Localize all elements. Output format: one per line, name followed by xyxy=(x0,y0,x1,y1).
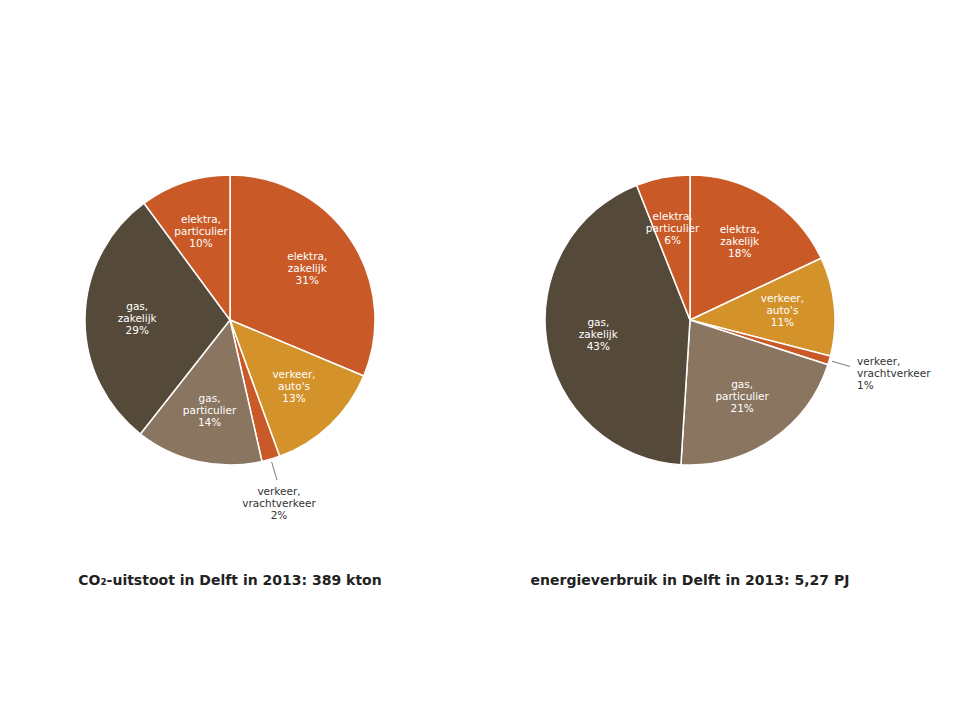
label-line: 18% xyxy=(728,247,751,259)
data-label: 6% xyxy=(664,234,681,246)
data-label: 31% xyxy=(296,274,319,286)
pie-slice xyxy=(144,175,230,320)
slice-category: elektra,particulier xyxy=(646,210,700,234)
slices xyxy=(545,175,835,465)
slice-category: verkeer,vrachtverkeer xyxy=(242,485,316,509)
label-line: vrachtverkeer xyxy=(857,367,931,379)
data-label: 21% xyxy=(730,402,753,414)
data-label: 18% xyxy=(728,247,751,259)
label-line: particulier xyxy=(715,390,769,402)
label-line: zakelijk xyxy=(288,262,328,274)
label-line: particulier xyxy=(183,404,237,416)
label-line: particulier xyxy=(646,222,700,234)
data-label: 29% xyxy=(126,324,149,336)
label-line: gas, xyxy=(587,316,609,328)
slice-category: gas,particulier xyxy=(715,378,769,402)
slice-category: elektra,zakelijk xyxy=(720,223,760,247)
data-label: 11% xyxy=(771,316,794,328)
pie-slice xyxy=(637,175,690,320)
label-line: 31% xyxy=(296,274,319,286)
label-line: verkeer, xyxy=(257,485,300,497)
slice-category: verkeer,auto's xyxy=(272,368,315,392)
pie-slice xyxy=(681,320,828,465)
label-line: elektra, xyxy=(720,223,760,235)
label-line: elektra, xyxy=(287,250,327,262)
label-line: gas, xyxy=(731,378,753,390)
label-line: vrachtverkeer xyxy=(242,497,316,509)
label-line: 29% xyxy=(126,324,149,336)
label-line: zakelijk xyxy=(118,312,158,324)
data-label: 43% xyxy=(587,340,610,352)
label-line: verkeer, xyxy=(857,355,900,367)
labels: elektra,zakelijk31%verkeer,auto's13%verk… xyxy=(118,213,328,521)
slice-category: gas,particulier xyxy=(183,392,237,416)
label-line: 2% xyxy=(271,509,288,521)
pie-chart: elektra,zakelijk31%verkeer,auto's13%verk… xyxy=(78,175,381,588)
label-line: 11% xyxy=(771,316,794,328)
data-label: 13% xyxy=(282,392,305,404)
label-line: zakelijk xyxy=(720,235,760,247)
chart-title: CO₂-uitstoot in Delft in 2013: 389 kton xyxy=(78,572,381,588)
label-line: 13% xyxy=(282,392,305,404)
slice-category: gas,zakelijk xyxy=(579,316,619,340)
slice-category: elektra,particulier xyxy=(174,213,228,237)
label-line: elektra, xyxy=(653,210,693,222)
slice-category: gas,zakelijk xyxy=(118,300,158,324)
label-line: 6% xyxy=(664,234,681,246)
label-line: auto's xyxy=(278,380,310,392)
slice-category: elektra,zakelijk xyxy=(287,250,327,274)
label-line: 1% xyxy=(857,379,874,391)
data-label: 1% xyxy=(857,379,874,391)
page: elektra,zakelijk31%verkeer,auto's13%verk… xyxy=(0,0,960,711)
data-label: 10% xyxy=(189,237,212,249)
label-line: particulier xyxy=(174,225,228,237)
labels: elektra,zakelijk18%verkeer,auto's11%verk… xyxy=(579,210,931,414)
label-line: 21% xyxy=(730,402,753,414)
data-label: 2% xyxy=(271,509,288,521)
pie-slice xyxy=(85,203,230,434)
pie-chart: elektra,zakelijk18%verkeer,auto's11%verk… xyxy=(531,175,932,588)
slice-category: verkeer,vrachtverkeer xyxy=(857,355,931,379)
leader-line xyxy=(832,361,850,366)
slices xyxy=(85,175,375,465)
label-line: gas, xyxy=(199,392,221,404)
leader-line xyxy=(272,462,277,480)
data-label: 14% xyxy=(198,416,221,428)
label-line: verkeer, xyxy=(761,292,804,304)
label-line: 10% xyxy=(189,237,212,249)
slice-category: verkeer,auto's xyxy=(761,292,804,316)
chart-title: energieverbruik in Delft in 2013: 5,27 P… xyxy=(531,572,850,588)
label-line: auto's xyxy=(766,304,798,316)
label-line: 14% xyxy=(198,416,221,428)
label-line: zakelijk xyxy=(579,328,619,340)
label-line: 43% xyxy=(587,340,610,352)
label-line: gas, xyxy=(126,300,148,312)
label-line: elektra, xyxy=(181,213,221,225)
label-line: verkeer, xyxy=(272,368,315,380)
